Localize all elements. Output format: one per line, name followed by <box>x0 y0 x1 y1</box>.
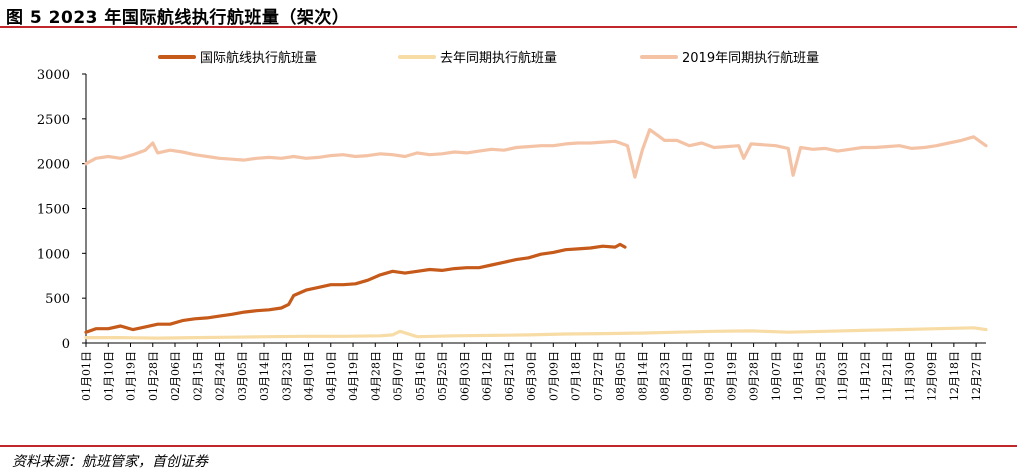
x-tick-label: 06月21日 <box>503 351 516 401</box>
x-tick-label: 06月12日 <box>481 351 494 401</box>
x-tick-label: 04月10日 <box>325 351 338 401</box>
x-tick-label: 03月05日 <box>236 351 249 401</box>
x-tick-label: 11月30日 <box>903 351 916 401</box>
x-tick-label: 08月05日 <box>614 351 627 401</box>
x-tick-label: 09月19日 <box>725 351 738 401</box>
x-tick-label: 06月30日 <box>525 351 538 401</box>
x-tick-label: 12月27日 <box>970 351 983 401</box>
y-tick-label: 3000 <box>37 68 70 83</box>
x-tick-label: 02月24日 <box>214 351 227 401</box>
x-tick-label: 11月12日 <box>859 351 872 401</box>
title-divider <box>0 26 1017 28</box>
source-divider <box>0 445 1017 447</box>
x-tick-label: 09月01日 <box>681 351 694 401</box>
x-tick-label: 04月01日 <box>303 351 316 401</box>
y-tick-label: 1500 <box>37 203 70 218</box>
x-tick-label: 09月28日 <box>748 351 761 401</box>
x-tick-label: 09月10日 <box>703 351 716 401</box>
figure-title: 图 5 2023 年国际航线执行航班量（架次） <box>6 8 350 28</box>
x-tick-label: 10月16日 <box>792 351 805 401</box>
y-tick-label: 0 <box>62 337 70 352</box>
x-tick-label: 11月21日 <box>881 351 894 401</box>
y-tick-label: 1000 <box>37 247 70 262</box>
x-tick-label: 11月03日 <box>837 351 850 401</box>
x-tick-label: 07月27日 <box>592 351 605 401</box>
x-tick-label: 12月18日 <box>948 351 961 401</box>
x-tick-label: 01月10日 <box>102 351 115 401</box>
y-tick-label: 500 <box>45 292 70 307</box>
x-tick-label: 05月07日 <box>392 351 405 401</box>
x-tick-label: 01月01日 <box>80 351 93 401</box>
series-line-2 <box>84 128 988 179</box>
x-tick-label: 10月07日 <box>770 351 783 401</box>
x-tick-label: 12月09日 <box>926 351 939 401</box>
x-tick-label: 08月14日 <box>636 351 649 401</box>
legend-label-2: 2019年同期执行航班量 <box>682 50 819 66</box>
x-tick-label: 05月25日 <box>436 351 449 401</box>
y-tick-label: 2000 <box>37 158 70 173</box>
legend-label-1: 去年同期执行航班量 <box>440 50 557 66</box>
x-tick-label: 07月09日 <box>547 351 560 401</box>
x-tick-label: 03月23日 <box>280 351 293 401</box>
x-tick-label: 01月19日 <box>125 351 138 401</box>
y-tick-label: 2500 <box>37 113 70 128</box>
x-tick-label: 02月06日 <box>169 351 182 401</box>
series-line-1 <box>84 326 988 340</box>
source-note: 资料来源：航班管家，首创证券 <box>12 454 208 470</box>
x-tick-label: 03月14日 <box>258 351 271 401</box>
legend-label-0: 国际航线执行航班量 <box>200 50 317 66</box>
series-line-0 <box>84 242 627 334</box>
x-tick-label: 10月25日 <box>814 351 827 401</box>
x-tick-label: 06月03日 <box>458 351 471 401</box>
x-tick-label: 07月18日 <box>570 351 583 401</box>
x-tick-label: 04月28日 <box>369 351 382 401</box>
line-chart: 0 500 1000 1500 2000 2500 3000 01月01日 01月10日 01月1… <box>37 50 988 401</box>
x-tick-label: 08月23日 <box>659 351 672 401</box>
x-tick-label: 02月15日 <box>191 351 204 401</box>
x-tick-label: 04月19日 <box>347 351 360 401</box>
x-tick-label: 01月28日 <box>147 351 160 401</box>
x-tick-label: 05月16日 <box>414 351 427 401</box>
